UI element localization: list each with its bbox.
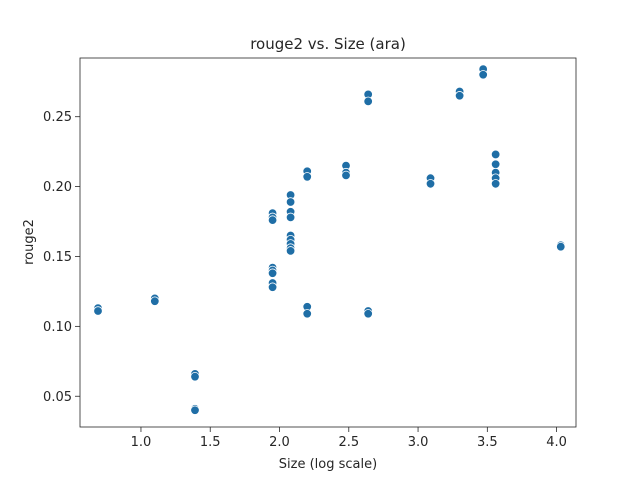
y-tick-label: 0.20 bbox=[43, 180, 72, 195]
y-axis: 0.05 0.10 0.15 0.20 0.25 bbox=[43, 110, 80, 405]
x-tick-label: 2.5 bbox=[338, 435, 359, 450]
data-point bbox=[285, 246, 296, 256]
data-point bbox=[341, 170, 351, 181]
data-point bbox=[150, 296, 160, 306]
data-point bbox=[267, 215, 278, 225]
y-tick-label: 0.25 bbox=[43, 110, 72, 125]
x-tick-label: 4.0 bbox=[546, 435, 567, 450]
data-point bbox=[285, 212, 296, 223]
data-point bbox=[490, 149, 501, 160]
chart-title: rouge2 vs. Size (ara) bbox=[250, 35, 406, 53]
x-axis: 1.0 1.5 2.0 2.5 3.0 3.5 4.0 bbox=[131, 427, 567, 450]
data-point bbox=[490, 159, 501, 169]
x-tick-label: 1.0 bbox=[131, 435, 152, 450]
data-point bbox=[363, 96, 373, 107]
x-tick-label: 1.5 bbox=[200, 435, 221, 450]
data-point bbox=[93, 306, 103, 316]
data-point bbox=[490, 179, 501, 189]
data-point bbox=[267, 282, 278, 292]
x-axis-label: Size (log scale) bbox=[279, 457, 377, 472]
data-point bbox=[190, 371, 200, 382]
x-tick-label: 3.0 bbox=[408, 435, 429, 450]
data-point bbox=[363, 309, 373, 319]
y-axis-label: rouge2 bbox=[22, 219, 37, 265]
data-point bbox=[478, 70, 488, 80]
data-point bbox=[285, 197, 296, 207]
data-point bbox=[556, 241, 566, 252]
data-point bbox=[302, 309, 312, 319]
points-layer bbox=[93, 64, 566, 415]
data-point bbox=[190, 405, 200, 415]
data-point bbox=[267, 268, 278, 278]
y-tick-label: 0.15 bbox=[43, 250, 72, 265]
x-tick-label: 3.5 bbox=[477, 435, 498, 450]
plot-frame bbox=[79, 57, 577, 428]
y-tick-label: 0.05 bbox=[43, 390, 72, 405]
data-point bbox=[425, 179, 436, 189]
y-tick-label: 0.10 bbox=[43, 320, 72, 335]
data-point bbox=[454, 91, 465, 101]
x-tick-label: 2.0 bbox=[269, 435, 290, 450]
data-point bbox=[302, 172, 312, 182]
